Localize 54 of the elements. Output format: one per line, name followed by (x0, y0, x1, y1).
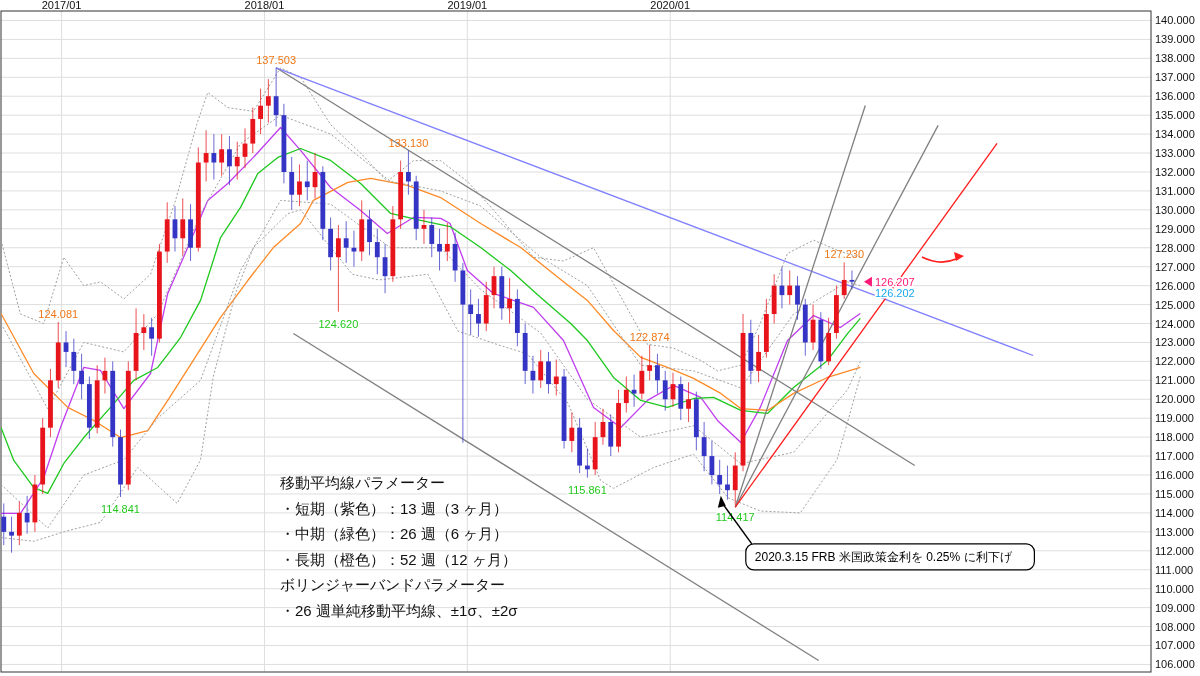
annotation: ・長期（橙色）：52 週（12 ヶ月） (280, 550, 517, 568)
x-tick-label: 2019/01 (447, 0, 488, 11)
y-tick-label: 135.000 (1155, 109, 1195, 122)
y-tick-label: 124.000 (1155, 317, 1195, 330)
y-tick-label: 116.000 (1155, 469, 1194, 482)
annotation: 122.874 (629, 330, 670, 343)
annotation: 124.081 (38, 307, 79, 320)
y-tick-label: 121.000 (1155, 374, 1195, 387)
y-tick-label: 117.000 (1155, 450, 1194, 463)
y-tick-label: 138.000 (1155, 52, 1195, 65)
y-tick-label: 123.000 (1155, 336, 1195, 349)
y-tick-label: 119.000 (1155, 412, 1194, 425)
y-tick-label: 107.000 (1155, 639, 1195, 652)
y-tick-label: 111.000 (1155, 563, 1194, 576)
annotation: ・26 週単純移動平均線、±1σ、±2σ (280, 602, 519, 619)
y-tick-label: 120.000 (1155, 393, 1195, 406)
y-tick-label: 114.000 (1155, 506, 1194, 519)
annotation: 2020.3.15 FRB 米国政策金利を 0.25% に利下げ (754, 549, 1013, 564)
y-tick-label: 133.000 (1155, 147, 1195, 160)
annotation: 移動平均線パラメーター (280, 474, 445, 491)
annotation: 115.861 (567, 483, 607, 496)
y-tick-label: 106.000 (1155, 658, 1195, 671)
y-tick-label: 112.000 (1155, 544, 1194, 557)
x-tick-label: 2017/01 (41, 0, 82, 11)
y-tick-label: 134.000 (1155, 128, 1195, 141)
y-tick-label: 132.000 (1155, 165, 1195, 178)
y-tick-label: 108.000 (1155, 620, 1195, 633)
y-tick-label: 130.000 (1155, 203, 1195, 216)
annotation: ボリンジャーバンドパラメーター (280, 576, 505, 594)
y-tick-label: 122.000 (1155, 355, 1195, 368)
x-tick-label: 2020/01 (650, 0, 691, 11)
y-tick-label: 129.000 (1155, 222, 1195, 235)
y-tick-label: 140.000 (1155, 14, 1195, 27)
y-tick-label: 136.000 (1155, 90, 1195, 103)
annotation: ・中期（緑色）：26 週（6 ヶ月） (280, 525, 509, 543)
annotation: 114.841 (101, 502, 140, 515)
annotation: 127.230 (824, 248, 865, 261)
y-tick-label: 139.000 (1155, 33, 1195, 46)
y-tick-label: 137.000 (1155, 71, 1195, 84)
y-tick-label: 113.000 (1155, 525, 1194, 538)
annotation: 124.620 (318, 317, 359, 330)
x-tick-label: 2018/01 (244, 0, 285, 11)
annotation: 137.503 (256, 53, 297, 66)
y-tick-label: 126.000 (1155, 279, 1195, 292)
y-tick-label: 110.000 (1155, 582, 1194, 595)
annotation: 133.130 (388, 136, 429, 149)
y-tick-label: 115.000 (1155, 487, 1194, 500)
y-tick-label: 118.000 (1155, 431, 1194, 444)
y-tick-label: 125.000 (1155, 298, 1195, 311)
y-tick-label: 131.000 (1155, 184, 1195, 197)
y-tick-label: 109.000 (1155, 601, 1195, 614)
y-tick-label: 127.000 (1155, 260, 1195, 273)
y-tick-label: 128.000 (1155, 241, 1195, 254)
annotation: ・短期（紫色）：13 週（3 ヶ月） (280, 499, 509, 517)
